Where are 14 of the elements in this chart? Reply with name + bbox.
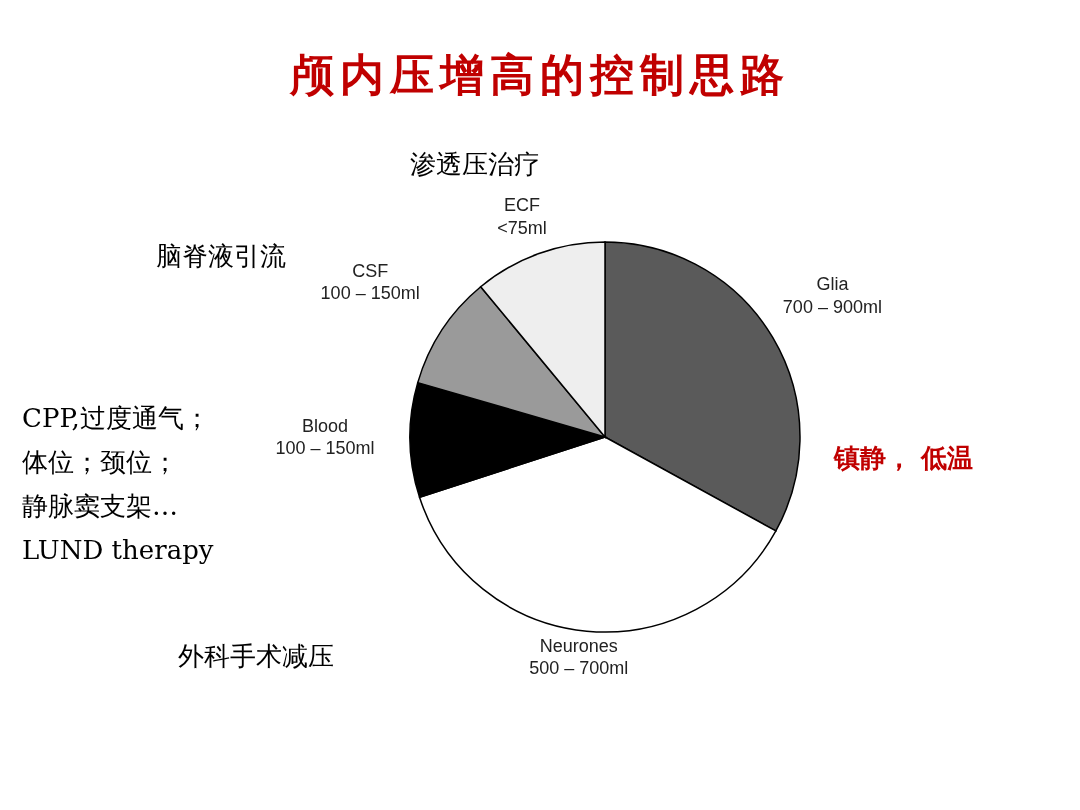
text: 外科手术减压 <box>178 640 334 673</box>
text: CPP,过度通气； <box>22 402 210 435</box>
text: LUND therapy <box>22 534 214 567</box>
text: 静脉窦支架… <box>22 490 178 523</box>
text: 镇静， 低温 <box>834 442 974 475</box>
text: 体位；颈位； <box>22 446 178 479</box>
text: 脑脊液引流 <box>156 240 286 273</box>
slice-label: ECF <75ml <box>497 195 547 238</box>
slice-label: Glia 700 – 900ml <box>782 274 882 317</box>
slice-label: Neurones 500 – 700ml <box>529 635 629 678</box>
text: 渗透压治疗 <box>410 148 540 181</box>
chart-title: 颅内压增高的控制思路 <box>288 48 791 102</box>
slice-label: CSF 100 – 150ml <box>320 260 420 304</box>
slice-label: Blood 100 – 150ml <box>275 415 375 459</box>
